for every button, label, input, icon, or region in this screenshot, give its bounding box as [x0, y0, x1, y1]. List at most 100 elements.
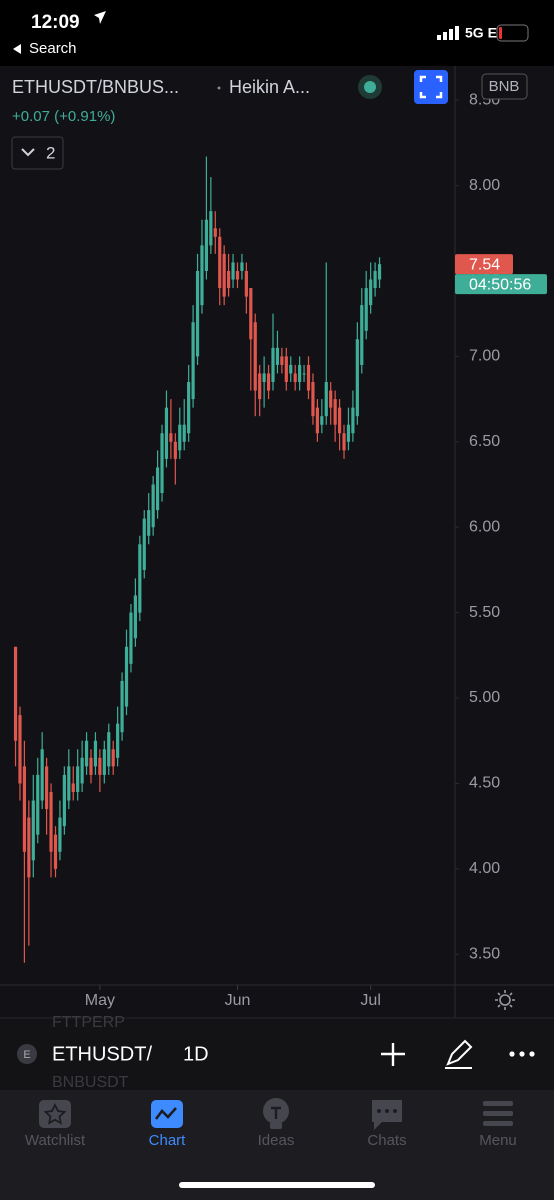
candle-body — [329, 390, 333, 408]
candle-body — [111, 749, 115, 767]
candle-body — [27, 817, 31, 878]
y-tick-label: 8.00 — [469, 177, 500, 194]
candle-body — [324, 382, 328, 417]
candle-body — [62, 774, 66, 827]
candle-body — [76, 766, 80, 792]
indicators-toggle[interactable] — [11, 136, 64, 170]
candle-body — [13, 646, 18, 741]
back-arrow — [13, 44, 21, 54]
candle-body — [138, 544, 142, 613]
candle-body — [373, 270, 377, 289]
candle-body — [244, 270, 248, 297]
battery — [496, 24, 529, 42]
candle-body — [151, 484, 155, 528]
ideas-glyph — [271, 1106, 281, 1119]
last-price-badge — [455, 254, 513, 275]
indicator-count: 2 — [46, 143, 55, 162]
candle-body — [369, 279, 373, 306]
x-tick-label: May — [85, 992, 115, 1009]
star-glyph — [43, 1102, 67, 1125]
battery-level — [499, 27, 502, 39]
candle-body — [355, 339, 359, 417]
network-label: 5G E — [465, 25, 497, 41]
candle-body — [195, 270, 200, 357]
ideas-bulb-base — [270, 1122, 282, 1129]
candle-body — [53, 834, 58, 869]
chart-style[interactable]: Heikin A... — [229, 77, 310, 97]
candle-body — [302, 373, 306, 375]
candle-body — [253, 322, 257, 391]
candle-body — [147, 510, 151, 536]
price-change: +0.07 (+0.91%) — [12, 108, 115, 125]
symbol-title[interactable]: ETHUSDT/BNBUS... — [12, 77, 179, 97]
back-label[interactable]: Search — [29, 40, 77, 57]
add-button[interactable] — [381, 1043, 405, 1066]
candle-body — [22, 766, 27, 852]
candle-body — [173, 441, 177, 459]
y-tick-label: 4.00 — [469, 860, 500, 877]
y-tick-label: 5.00 — [469, 689, 500, 706]
candle-body — [80, 757, 84, 784]
menu-icon[interactable] — [483, 1101, 513, 1126]
candle-body — [346, 424, 351, 442]
toolbar-bg — [0, 1018, 554, 1090]
candle-body — [164, 407, 169, 459]
y-tick-label: 4.50 — [469, 775, 500, 792]
candle-body — [71, 783, 75, 792]
prev-symbol: FTTPERP — [52, 1014, 125, 1031]
more-button[interactable] — [509, 1051, 535, 1057]
draw-button[interactable] — [445, 1039, 473, 1069]
candle-body — [315, 407, 319, 434]
candle-body — [293, 373, 297, 383]
watchlist-icon[interactable] — [39, 1100, 71, 1128]
chart-icon[interactable] — [151, 1100, 183, 1128]
tab-label[interactable]: Chats — [367, 1132, 406, 1149]
candle-body — [275, 347, 280, 365]
y-tick-label: 3.50 — [469, 945, 500, 962]
interval[interactable]: 1D — [183, 1043, 209, 1065]
chevron-icon — [21, 148, 35, 157]
market-status — [364, 81, 376, 93]
candle-body — [289, 364, 293, 374]
candle-body — [93, 740, 98, 767]
candle-body — [258, 373, 262, 400]
candle-body — [227, 270, 231, 289]
exchange-badge-label: E — [23, 1049, 30, 1061]
countdown-label: 04:50:56 — [469, 276, 531, 293]
tab-label[interactable]: Chart — [149, 1132, 187, 1149]
currency-badge[interactable] — [481, 73, 528, 100]
candle-body — [58, 817, 62, 852]
candle-body — [351, 407, 355, 434]
candle-body — [320, 416, 324, 425]
candle-body — [218, 236, 222, 289]
tab-label[interactable]: Ideas — [258, 1132, 295, 1149]
separator-dot — [217, 86, 221, 90]
toolbar-symbol[interactable]: ETHUSDT/ — [52, 1043, 152, 1065]
candle-body — [155, 467, 160, 511]
location-icon — [94, 11, 106, 24]
x-tick-label: Jul — [360, 992, 380, 1009]
candle-body — [311, 382, 315, 417]
candle-body — [18, 715, 22, 784]
candle-body — [231, 262, 235, 280]
chats-icon[interactable] — [372, 1100, 402, 1130]
settings-icon[interactable] — [495, 990, 515, 1010]
candle-body — [284, 356, 288, 383]
tab-label[interactable]: Menu — [479, 1132, 517, 1149]
status-bar-bg — [0, 0, 554, 66]
candle-body — [36, 774, 40, 835]
candle-body — [235, 270, 240, 280]
chart-bg — [0, 66, 554, 1018]
tab-label[interactable]: Watchlist — [25, 1132, 86, 1149]
candle-body — [342, 433, 346, 451]
chart-glyph — [154, 1107, 177, 1120]
candle-body — [107, 732, 111, 767]
candle-body — [129, 612, 133, 664]
y-tick-label: 7.00 — [469, 348, 500, 365]
candle-body — [49, 791, 53, 852]
candle-body — [89, 757, 93, 775]
fullscreen-button[interactable] — [414, 70, 448, 104]
